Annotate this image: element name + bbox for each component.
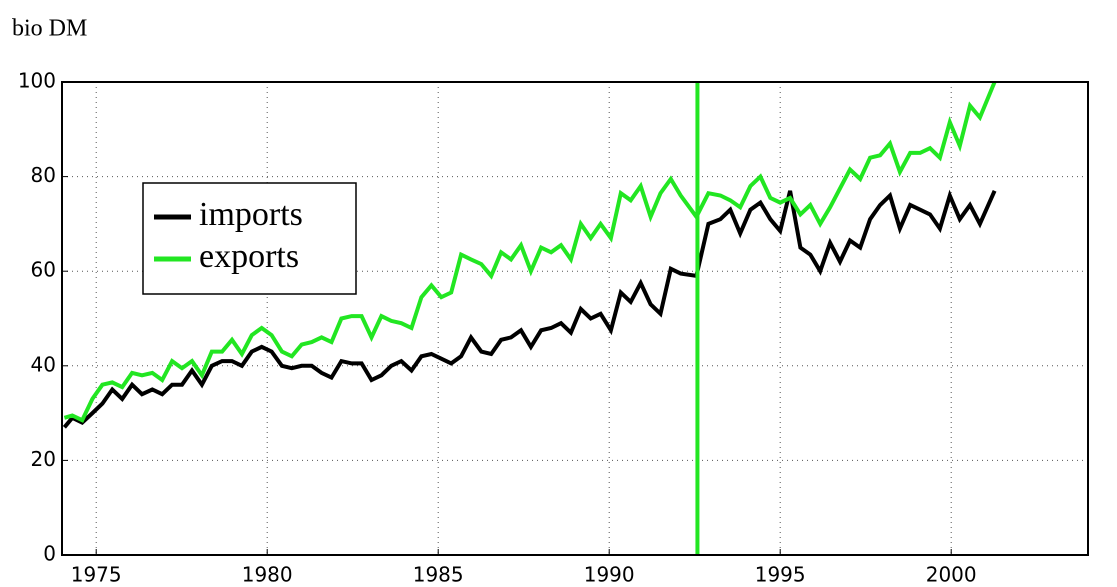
x-tick-label: 1975 — [71, 563, 122, 587]
x-tick-label: 1985 — [413, 563, 464, 587]
x-tick-label: 2000 — [926, 563, 977, 587]
x-tick-label: 1990 — [584, 563, 635, 587]
x-tick-label: 1995 — [755, 563, 806, 587]
legend-box — [142, 182, 357, 295]
x-tick-label: 1980 — [242, 563, 293, 587]
y-tick-label: 80 — [31, 163, 56, 187]
chart-title: bio DM — [12, 16, 87, 42]
legend-label: imports — [199, 196, 303, 233]
series-line — [63, 81, 997, 423]
y-tick-label: 100 — [18, 69, 56, 93]
y-tick-label: 40 — [31, 352, 56, 376]
y-tick-label: 60 — [31, 258, 56, 282]
y-tick-label: 20 — [31, 447, 56, 471]
plot-frame — [61, 81, 1089, 556]
legend-label: exports — [199, 238, 299, 275]
y-tick-label: 0 — [43, 542, 56, 566]
series-line — [62, 189, 997, 429]
